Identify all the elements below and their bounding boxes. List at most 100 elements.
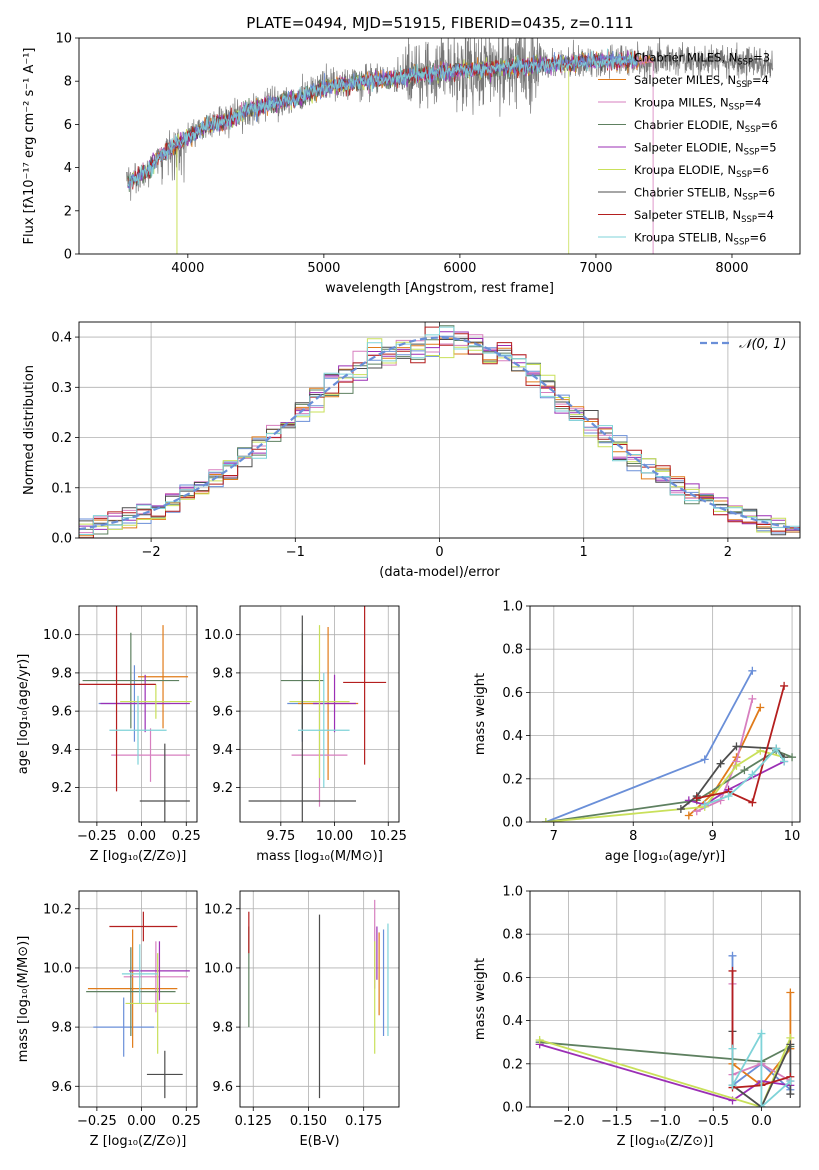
y-tick-label: 9.8 (212, 1021, 233, 1036)
y-tick-label: 9.6 (212, 705, 233, 720)
legend-entry: 𝒩(0, 1) (739, 337, 786, 352)
weight-line-6 (545, 749, 785, 822)
y-tick-label: 9.8 (212, 666, 233, 681)
axes-frame (78, 890, 198, 1108)
weight-marker (732, 761, 741, 770)
y-tick-label: 10.0 (43, 628, 72, 643)
y-tick-label: 1.0 (502, 600, 523, 615)
legend-entry: Kroupa ELODIE, NSSP=6 (634, 163, 769, 180)
residuals-panel: −2 −1 0 1 2 0.0 0.1 0.2 0.3 0.4 (data-model)/error… (22, 321, 801, 580)
y-tick-label: 9.6 (51, 1080, 72, 1095)
x-tick-label: −2 (142, 545, 161, 560)
y-tick-label: 0.2 (502, 1057, 523, 1072)
x-tick-label: −1.5 (601, 1114, 633, 1129)
weight-line-4 (545, 749, 793, 822)
age-vs-metallicity-panel: −0.25 0.00 0.25 9.2 9.4 9.6 9.8 10.0 Z [log₁₀(Z/… (16, 605, 201, 864)
x-axis-label: Z [log₁₀(Z/Z⊙)] (90, 849, 187, 864)
weight-line-5 (539, 1043, 791, 1102)
x-tick-label: 7000 (579, 261, 612, 276)
weight-marker (728, 1081, 737, 1090)
axes-frame (78, 605, 198, 823)
x-tick-label: 0.125 (235, 1114, 272, 1129)
weight-marker (700, 755, 709, 764)
y-axis-label: mass [log₁₀(M/M⊙)] (16, 936, 31, 1063)
x-axis-label: mass [log₁₀(M/M⊙)] (256, 849, 383, 864)
x-axis-label: Z [log₁₀(Z/Z⊙)] (617, 1134, 714, 1149)
y-axis-label: mass weight (473, 958, 488, 1040)
weight-marker (700, 800, 709, 809)
x-tick-label: 0 (435, 545, 443, 560)
residual-histogram-8 (79, 326, 800, 538)
axes-frame (529, 890, 801, 1108)
weight-marker (786, 988, 795, 997)
weight-marker (786, 1040, 795, 1049)
y-tick-label: 0.4 (502, 1014, 523, 1029)
y-axis-label: Normed distribution (22, 365, 37, 495)
y-tick-label: 9.8 (51, 666, 72, 681)
y-tick-label: 0.6 (502, 971, 523, 986)
y-tick-label: 0.8 (502, 928, 523, 943)
grid (530, 605, 800, 823)
x-tick-label: −1.0 (649, 1114, 681, 1129)
y-tick-label: 1.0 (502, 885, 523, 900)
y-tick-label: 8 (64, 75, 72, 90)
weight-marker (732, 742, 741, 751)
x-axis-label: wavelength [Angstrom, rest frame] (325, 281, 554, 296)
plot-area (248, 606, 387, 822)
y-tick-label: 10.0 (204, 628, 233, 643)
y-tick-label: 9.4 (212, 743, 233, 758)
weight-marker (684, 811, 693, 820)
weight-vs-metallicity-panel: −2.0 −1.5 −1.0 −0.5 0.0 0.0 0.2 0.4 0.6 0.8 1.0 Z [… (473, 885, 801, 1149)
x-tick-label: −2.0 (553, 1114, 585, 1129)
y-tick-label: 10.0 (43, 961, 72, 976)
weight-marker (780, 757, 789, 766)
x-tick-label: 0.0 (751, 1114, 772, 1129)
y-tick-label: 9.2 (212, 781, 233, 796)
x-tick-label: 10 (784, 829, 801, 844)
weight-line-9 (731, 1030, 791, 1107)
weight-marker (748, 666, 757, 675)
y-tick-label: 10 (55, 32, 72, 47)
x-tick-label: 5000 (307, 261, 340, 276)
weight-marker (748, 770, 757, 779)
x-tick-label: 9.75 (266, 829, 295, 844)
weight-marker (757, 1029, 766, 1038)
weight-line-8 (696, 685, 785, 804)
legend-entry: Chabrier MILES, NSSP=3 (634, 51, 770, 68)
weight-line-2 (688, 707, 762, 817)
weight-marker (772, 744, 781, 753)
weight-marker (728, 966, 737, 975)
weight-line-8 (731, 970, 791, 1089)
y-tick-label: 0.6 (502, 686, 523, 701)
weight-marker (756, 703, 765, 712)
x-tick-label: −0.25 (77, 1114, 117, 1129)
y-tick-label: 0.2 (502, 772, 523, 787)
x-tick-label: 8000 (715, 261, 748, 276)
weight-marker (748, 694, 757, 703)
weight-marker (757, 1103, 766, 1107)
y-tick-label: 9.6 (212, 1080, 233, 1095)
y-tick-label: 0.1 (51, 481, 72, 496)
axes-frame (239, 890, 400, 1108)
plot-area (79, 322, 800, 538)
x-axis-label: Z [log₁₀(Z/Z⊙)] (90, 1134, 187, 1149)
y-axis-label: age [log₁₀(age/yr)] (16, 654, 31, 775)
grid (79, 606, 197, 822)
legend-entry: Kroupa STELIB, NSSP=6 (634, 231, 766, 248)
legend-entry: Salpeter MILES, NSSP=4 (634, 73, 769, 90)
legend-entry: Chabrier STELIB, NSSP=6 (634, 186, 775, 203)
y-tick-label: 0.4 (51, 331, 72, 346)
legend-entry: Salpeter STELIB, NSSP=4 (634, 208, 774, 225)
y-tick-label: 9.8 (51, 1021, 72, 1036)
spectrum-panel: 4000 5000 6000 7000 8000 0 2 4 6 8 10 wavelength [A… (22, 32, 801, 296)
axes-frame (78, 321, 801, 539)
y-tick-label: 10.0 (204, 961, 233, 976)
x-axis-label: age [log₁₀(age/yr)] (605, 849, 726, 864)
figure-title: PLATE=0494, MJD=51915, FIBERID=0435, z=0… (246, 14, 633, 32)
plot-area (79, 606, 192, 822)
y-tick-label: 0.8 (502, 643, 523, 658)
y-axis-label: Flux [fλ10⁻¹⁷ erg cm⁻² s⁻¹ A⁻¹] (22, 48, 37, 245)
weight-marker (786, 1090, 795, 1099)
x-tick-label: 8 (629, 829, 637, 844)
